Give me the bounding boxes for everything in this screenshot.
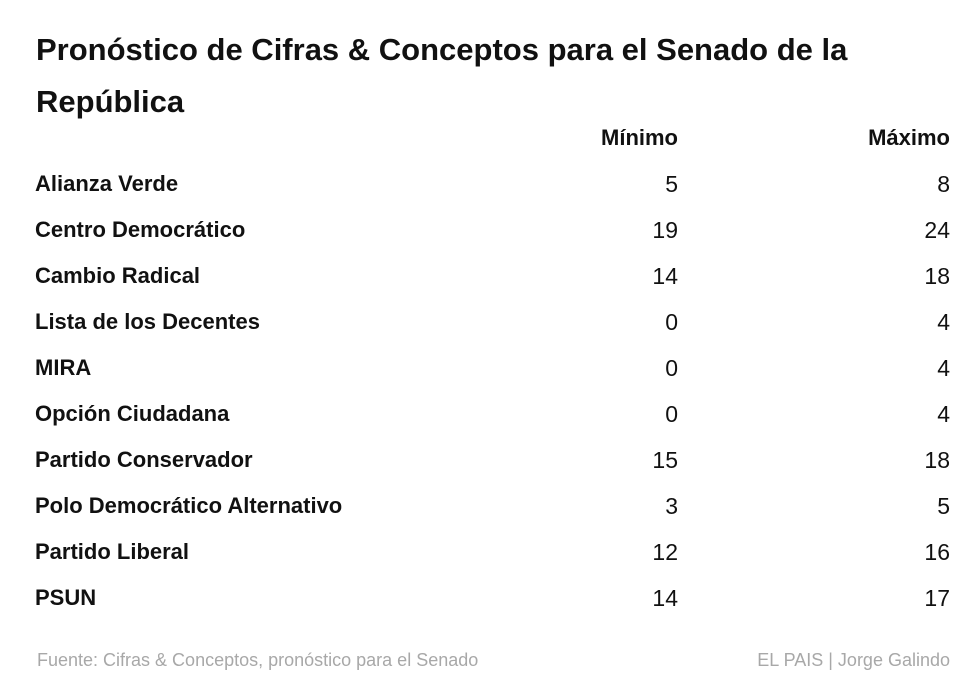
party-name: Cambio Radical [35, 263, 201, 288]
min-value: 0 [665, 401, 678, 427]
min-value: 0 [665, 355, 678, 381]
column-header-max: Máximo [868, 125, 950, 150]
max-value: 5 [937, 493, 950, 519]
source-note: Fuente: Cifras & Conceptos, pronóstico p… [37, 650, 479, 670]
min-value: 0 [665, 309, 678, 335]
table-row: PSUN 14 17 [35, 575, 950, 621]
table-header-row: Mínimo Máximo [35, 115, 950, 161]
max-value: 4 [937, 401, 950, 427]
party-name: Partido Liberal [35, 539, 190, 564]
party-name: Polo Democrático Alternativo [35, 493, 343, 518]
party-name: MIRA [35, 355, 92, 380]
party-name: Alianza Verde [35, 171, 179, 196]
table-row: Alianza Verde 5 8 [35, 161, 950, 207]
max-value: 24 [924, 217, 950, 243]
column-header-min: Mínimo [601, 125, 678, 150]
table-body: Alianza Verde 5 8 Centro Democrático 19 24 Cam… [35, 161, 950, 621]
forecast-table: Mínimo Máximo Alianza Verde 5 8 Centro Demo… [35, 115, 950, 621]
min-value: 19 [652, 217, 678, 243]
max-value: 16 [924, 539, 950, 565]
min-value: 14 [652, 585, 678, 611]
table-row: Opción Ciudadana 0 4 [35, 391, 950, 437]
party-name: Opción Ciudadana [35, 401, 230, 426]
table-row: MIRA 0 4 [35, 345, 950, 391]
party-name: PSUN [35, 585, 97, 610]
table-row: Centro Democrático 19 24 [35, 207, 950, 253]
chart-title: Pronóstico de Cifras & Conceptos para el… [36, 32, 848, 119]
min-value: 5 [665, 171, 678, 197]
table-row: Polo Democrático Alternativo 3 5 [35, 483, 950, 529]
max-value: 18 [924, 447, 950, 473]
party-name: Partido Conservador [35, 447, 253, 472]
max-value: 8 [937, 171, 950, 197]
min-value: 3 [665, 493, 678, 519]
party-name: Centro Democrático [35, 217, 246, 242]
max-value: 18 [924, 263, 950, 289]
table-row: Lista de los Decentes 0 4 [35, 299, 950, 345]
party-name: Lista de los Decentes [35, 309, 260, 334]
max-value: 17 [924, 585, 950, 611]
min-value: 12 [652, 539, 678, 565]
table-row: Partido Liberal 12 16 [35, 529, 950, 575]
max-value: 4 [937, 309, 950, 335]
table-row: Partido Conservador 15 18 [35, 437, 950, 483]
credit-note: EL PAIS | Jorge Galindo [757, 650, 950, 670]
table-row: Cambio Radical 14 18 [35, 253, 950, 299]
max-value: 4 [937, 355, 950, 381]
min-value: 15 [652, 447, 678, 473]
min-value: 14 [652, 263, 678, 289]
